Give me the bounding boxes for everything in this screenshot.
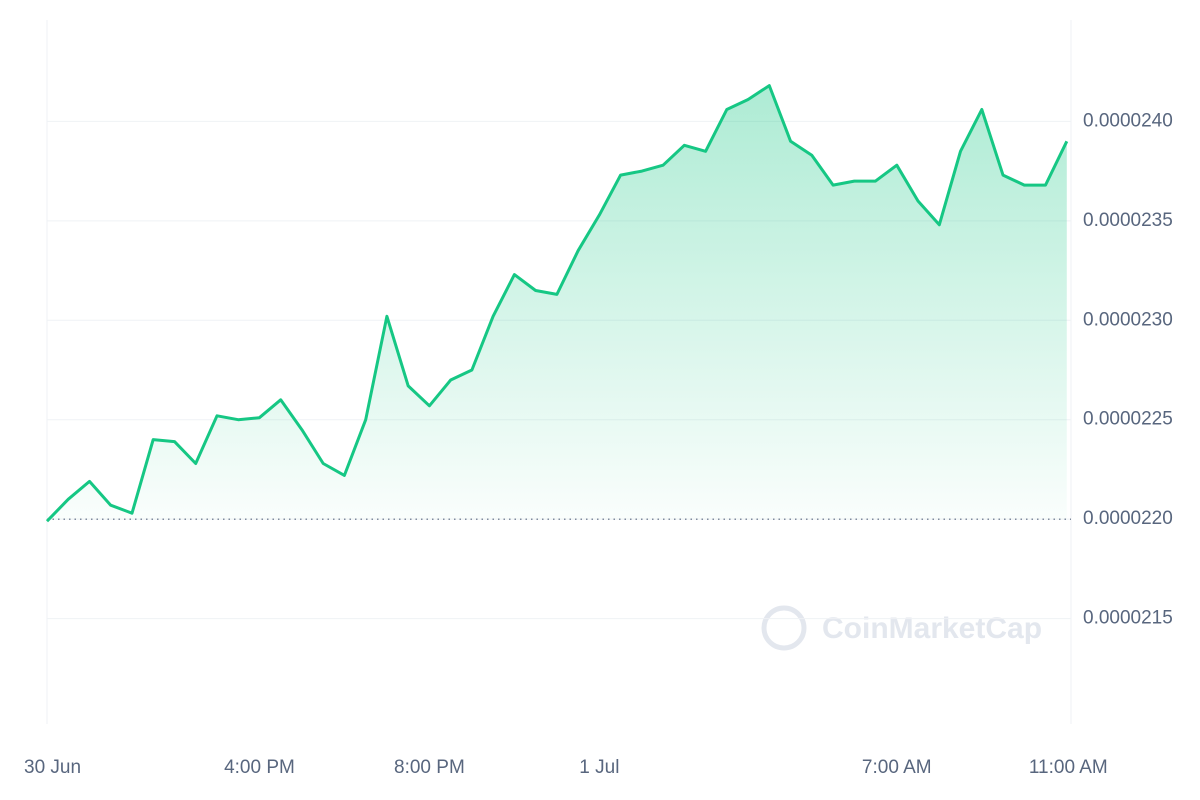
y-tick-label: 0.0000230 <box>1083 309 1173 330</box>
y-tick-label: 0.0000215 <box>1083 608 1173 629</box>
watermark-logo <box>761 605 807 651</box>
y-tick-label: 0.0000240 <box>1083 110 1173 131</box>
y-tick-label: 0.0000225 <box>1083 409 1173 430</box>
x-tick-label: 11:00 AM <box>1029 757 1108 778</box>
area <box>47 85 1067 522</box>
y-tick-label: 0.0000235 <box>1083 210 1173 231</box>
x-tick-label: 4:00 PM <box>224 757 295 778</box>
price-line <box>45 84 1069 523</box>
x-tick-label: 30 Jun <box>24 757 81 778</box>
x-tick-label: 8:00 PM <box>394 757 465 778</box>
x-tick-label: 7:00 AM <box>862 757 932 778</box>
watermark: CoinMarketCap <box>822 612 1042 645</box>
y-tick-label: 0.0000220 <box>1083 508 1173 529</box>
x-tick-label: 1 Jul <box>579 757 619 778</box>
